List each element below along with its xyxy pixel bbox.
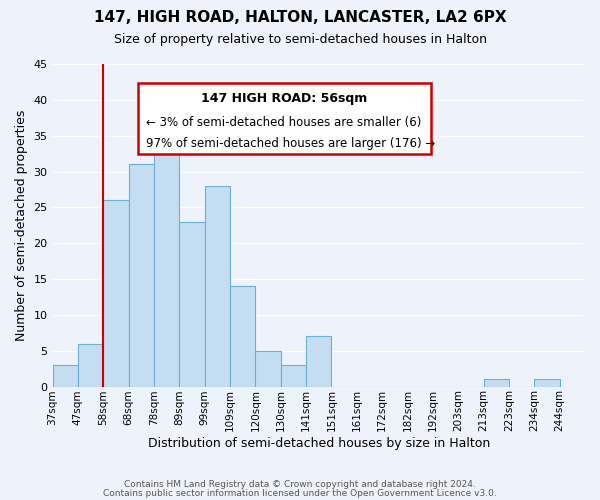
Bar — [256, 350, 281, 386]
Bar — [179, 222, 205, 386]
Bar — [53, 365, 78, 386]
Text: 97% of semi-detached houses are larger (176) →: 97% of semi-detached houses are larger (… — [146, 137, 435, 150]
Text: 147 HIGH ROAD: 56sqm: 147 HIGH ROAD: 56sqm — [201, 92, 367, 106]
Text: Size of property relative to semi-detached houses in Halton: Size of property relative to semi-detach… — [113, 32, 487, 46]
Bar — [154, 136, 179, 386]
FancyBboxPatch shape — [138, 84, 431, 154]
Bar — [534, 380, 560, 386]
Text: Contains HM Land Registry data © Crown copyright and database right 2024.: Contains HM Land Registry data © Crown c… — [124, 480, 476, 489]
Text: 147, HIGH ROAD, HALTON, LANCASTER, LA2 6PX: 147, HIGH ROAD, HALTON, LANCASTER, LA2 6… — [94, 10, 506, 25]
Bar — [103, 200, 128, 386]
Bar — [281, 365, 306, 386]
Text: Contains public sector information licensed under the Open Government Licence v3: Contains public sector information licen… — [103, 488, 497, 498]
Bar — [484, 380, 509, 386]
Bar — [306, 336, 331, 386]
Bar — [205, 186, 230, 386]
Y-axis label: Number of semi-detached properties: Number of semi-detached properties — [15, 110, 28, 341]
X-axis label: Distribution of semi-detached houses by size in Halton: Distribution of semi-detached houses by … — [148, 437, 490, 450]
Bar — [230, 286, 256, 386]
Text: ← 3% of semi-detached houses are smaller (6): ← 3% of semi-detached houses are smaller… — [146, 116, 421, 129]
Bar — [78, 344, 103, 386]
Bar — [128, 164, 154, 386]
